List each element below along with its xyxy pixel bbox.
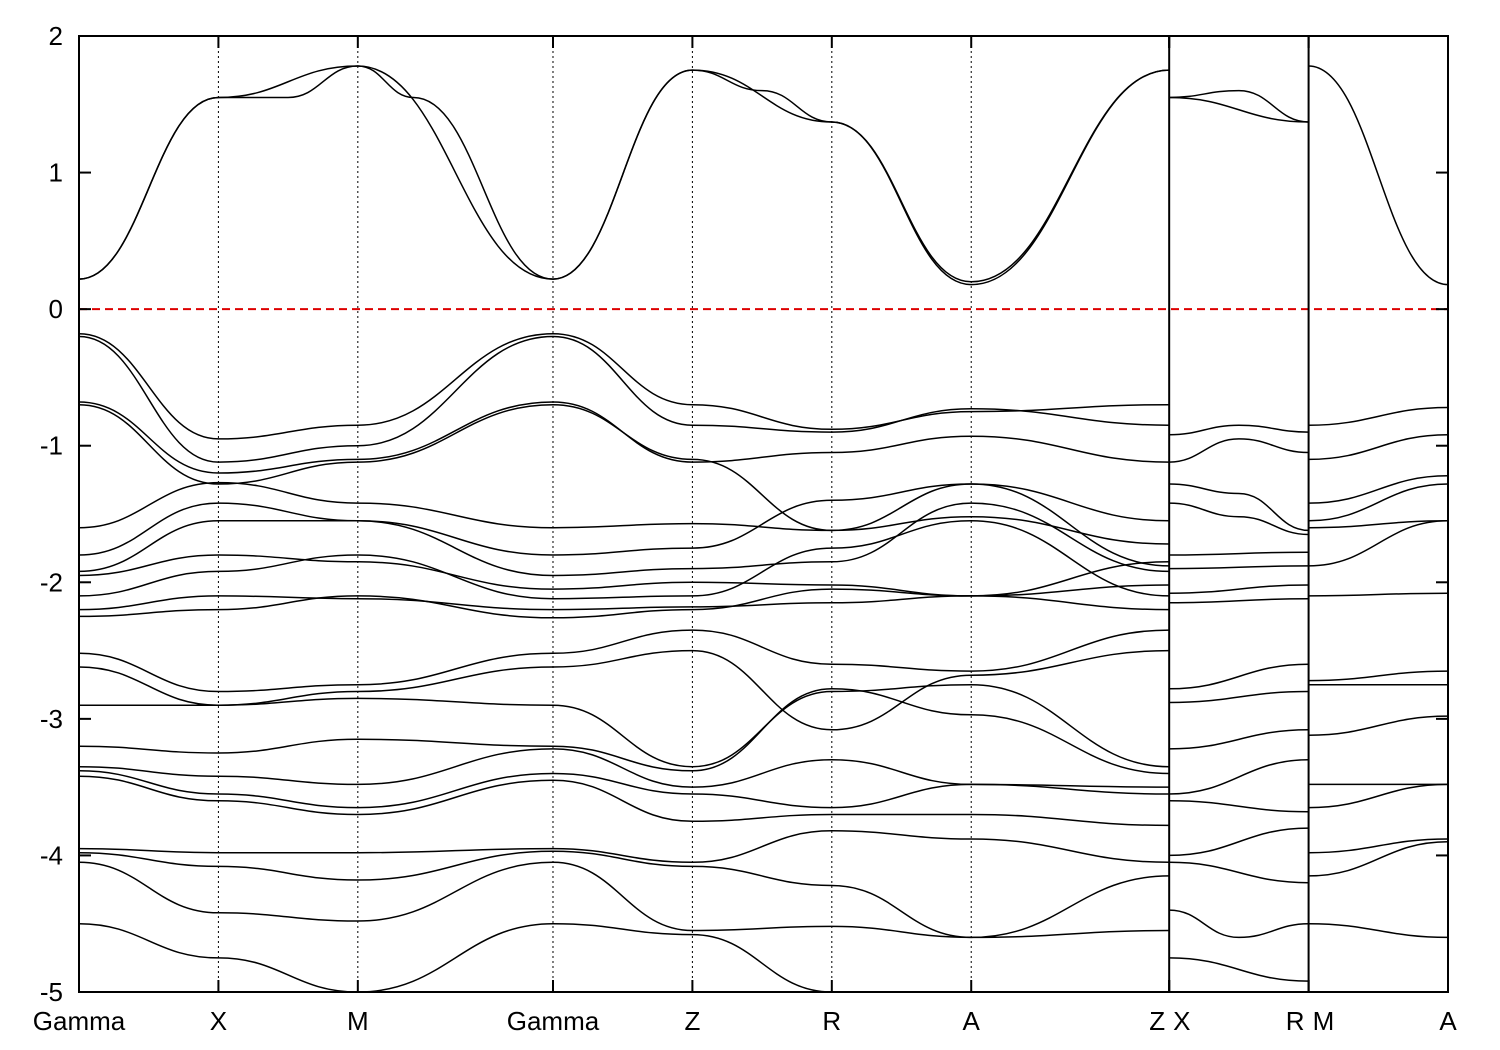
band-line	[1169, 861, 1309, 884]
band-line	[1169, 909, 1309, 939]
x-tick-label: M	[1313, 1006, 1335, 1036]
y-tick-label: -5	[40, 977, 63, 1007]
x-tick-label: R	[1286, 1006, 1305, 1036]
x-tick-label: R	[822, 1006, 841, 1036]
band-line	[1169, 827, 1309, 857]
path-break-lines	[1168, 36, 1310, 992]
band-line	[1308, 670, 1448, 682]
band-line	[1308, 483, 1448, 522]
band-line	[79, 65, 1170, 286]
y-tick-label: 0	[49, 294, 63, 324]
band-line	[1169, 96, 1309, 123]
band-line	[1169, 502, 1309, 536]
y-tick-label: -2	[40, 567, 63, 597]
band-line	[79, 401, 1170, 474]
band-line	[79, 483, 1170, 567]
x-tick-label: M	[347, 1006, 369, 1036]
x-tick-label: Z	[684, 1006, 700, 1036]
y-tick-label: 1	[49, 158, 63, 188]
band-line	[79, 850, 1170, 939]
band-line	[79, 683, 1170, 768]
y-tick-label: -4	[40, 840, 63, 870]
band-line	[1308, 783, 1448, 809]
band-line	[1308, 434, 1448, 461]
band-line	[1169, 800, 1309, 813]
band-line	[79, 332, 1170, 440]
y-tick-label: -3	[40, 704, 63, 734]
band-line	[79, 520, 1170, 600]
band-line	[79, 922, 832, 992]
band-line	[79, 861, 1170, 939]
band-line	[79, 335, 1170, 463]
band-line	[1308, 520, 1448, 567]
band-line	[1308, 592, 1448, 597]
x-tick-label: X	[1173, 1006, 1190, 1036]
band-line	[79, 748, 1170, 788]
band-line	[1308, 406, 1448, 426]
band-line	[1169, 729, 1309, 750]
band-line	[1308, 715, 1448, 736]
plot-frame	[78, 35, 1449, 993]
x-axis-ticks: Gamma X M Gamma Z R A Z X R M A	[33, 36, 1457, 1036]
band-line	[1169, 89, 1309, 123]
band-line	[79, 561, 1170, 619]
band-line	[79, 688, 1170, 775]
band-line	[79, 403, 1170, 532]
band-line	[1169, 759, 1309, 795]
vertical-gridlines	[217, 36, 972, 992]
band-line	[1308, 520, 1448, 529]
x-tick-label: A	[963, 1006, 981, 1036]
band-line	[79, 830, 1170, 864]
band-line	[1308, 475, 1448, 504]
band-line	[1169, 957, 1309, 982]
band-lines	[79, 65, 1448, 992]
band-line	[79, 481, 1170, 545]
x-tick-label: X	[210, 1006, 227, 1036]
band-line	[1169, 597, 1309, 604]
band-line	[1308, 841, 1448, 877]
band-line	[79, 65, 1170, 283]
x-tick-label: Gamma	[33, 1006, 126, 1036]
y-tick-label: 2	[49, 21, 63, 51]
x-tick-label: Gamma	[507, 1006, 600, 1036]
x-tick-label: A	[1439, 1006, 1457, 1036]
y-tick-label: -1	[40, 431, 63, 461]
band-line	[79, 502, 1170, 577]
band-line	[1169, 483, 1309, 532]
band-line	[1169, 584, 1309, 594]
x-tick-label: Z	[1149, 1006, 1165, 1036]
band-line	[1169, 424, 1309, 436]
band-line	[1308, 838, 1448, 854]
band-line	[1169, 565, 1309, 570]
band-line	[79, 629, 1170, 693]
band-line	[1169, 551, 1309, 556]
band-line	[1308, 65, 1448, 286]
band-line	[1169, 690, 1309, 704]
y-axis-ticks: 2 1 0 -1 -2 -3 -4 -5	[40, 21, 1448, 1007]
band-line	[79, 775, 1170, 827]
band-line	[79, 770, 1170, 809]
band-line	[1308, 922, 1448, 939]
band-line	[79, 554, 1170, 597]
band-line	[1169, 438, 1309, 463]
band-line	[1169, 663, 1309, 690]
